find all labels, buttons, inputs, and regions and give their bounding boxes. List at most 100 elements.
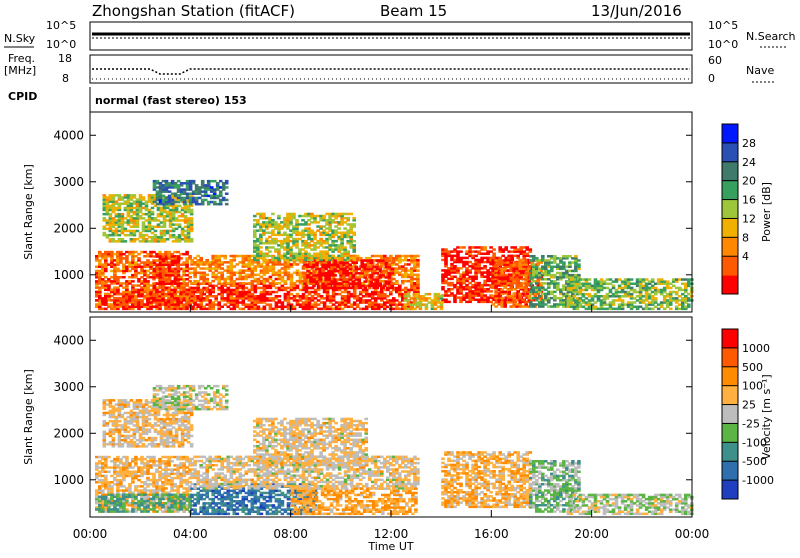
heatmap-cell — [352, 244, 356, 247]
heatmap-cell — [313, 253, 317, 256]
heatmap-cell — [556, 257, 560, 260]
heatmap-cell — [303, 283, 307, 286]
heatmap-cell — [95, 299, 99, 302]
heatmap-cell — [163, 230, 167, 233]
heatmap-cell — [345, 278, 349, 281]
heatmap-cell — [314, 297, 318, 300]
heatmap-cell — [404, 255, 408, 257]
heatmap-cell — [178, 223, 182, 226]
heatmap-cell — [556, 272, 560, 275]
heatmap-cell — [489, 290, 493, 293]
heatmap-cell — [134, 295, 138, 298]
heatmap-cell — [165, 278, 169, 281]
heatmap-cell — [283, 246, 287, 249]
heatmap-cell — [447, 301, 451, 304]
heatmap-cell — [133, 211, 137, 214]
heatmap-cell — [494, 270, 498, 273]
heatmap-cell — [284, 306, 288, 309]
cpid-label: CPID — [8, 90, 37, 103]
heatmap-cell — [177, 268, 181, 271]
heatmap-cell — [524, 272, 528, 275]
heatmap-cell — [188, 276, 192, 279]
heatmap-cell — [391, 262, 395, 265]
heatmap-cell — [375, 272, 379, 275]
heatmap-cell — [375, 276, 379, 279]
heatmap-cell — [190, 238, 194, 241]
heatmap-cell — [492, 253, 496, 256]
heatmap-cell — [165, 257, 169, 260]
heatmap-cell — [190, 209, 194, 212]
heatmap-cell — [391, 268, 395, 271]
heatmap-cell — [391, 283, 395, 286]
heatmap-cell — [345, 270, 349, 273]
heatmap-cell — [296, 285, 300, 288]
heatmap-cell — [292, 213, 296, 216]
heatmap-cell — [133, 230, 137, 233]
header-date: 13/Jun/2016 — [591, 2, 682, 20]
heatmap-cell — [254, 265, 258, 268]
heatmap-cell — [121, 213, 125, 216]
heatmap-cell — [163, 215, 167, 218]
heatmap-cell — [556, 297, 560, 300]
heatmap-cell — [462, 246, 466, 249]
heatmap-cell — [269, 303, 273, 306]
heatmap-cell — [465, 301, 469, 304]
nave-right-label: Nave — [746, 64, 774, 77]
heatmap-cell — [223, 303, 227, 306]
freq-left-tick-bottom: 8 — [62, 72, 69, 85]
heatmap-cell — [382, 287, 386, 290]
heatmap-cell — [134, 255, 138, 258]
cpid-row: CPID normal (fast stereo) 153 — [8, 87, 247, 112]
heatmap-cell — [363, 287, 367, 290]
heatmap-cell — [165, 264, 169, 267]
heatmap-cell — [134, 303, 138, 306]
heatmap-cell — [201, 180, 205, 183]
freq-panel: Freq. [MHz] 18 8 60 0 Nave — [4, 52, 776, 85]
heatmap-cell — [162, 268, 166, 271]
heatmap-cell — [615, 299, 619, 302]
freq-left-tick-top: 18 — [58, 52, 72, 65]
heatmap-cell — [645, 283, 649, 286]
heatmap-cell — [205, 278, 209, 281]
heatmap-cell — [349, 213, 353, 216]
heatmap-cell — [585, 293, 589, 296]
heatmap-cell — [612, 285, 616, 288]
heatmap-cell — [193, 295, 197, 298]
heatmap-cell — [254, 278, 258, 281]
heatmap-cell — [354, 262, 358, 265]
heatmap-cell — [343, 259, 347, 262]
heatmap-cell — [254, 261, 258, 264]
heatmap-cell — [104, 276, 108, 279]
heatmap-cell — [525, 246, 529, 249]
heatmap-cell — [577, 259, 581, 262]
heatmap-cell — [193, 287, 197, 290]
heatmap-cell — [107, 295, 111, 298]
heatmap-cell — [492, 248, 496, 251]
heatmap-cell — [416, 269, 420, 272]
heatmap-cell — [104, 308, 108, 311]
heatmap-cell — [253, 215, 257, 218]
heatmap-cell — [577, 274, 581, 277]
heatmap-cell — [223, 278, 227, 281]
heatmap-cell — [98, 303, 102, 306]
heatmap-cell — [465, 250, 469, 253]
heatmap-cell — [268, 250, 272, 253]
heatmap-cell — [146, 280, 150, 283]
heatmap-cell — [585, 297, 589, 300]
heatmap-cell — [343, 221, 347, 224]
heatmap-cell — [253, 229, 257, 232]
heatmap-cell — [223, 289, 227, 292]
heatmap-cell — [283, 238, 287, 241]
heatmap-cell — [395, 280, 399, 283]
heatmap-cell — [190, 217, 194, 220]
heatmap-cell — [133, 194, 137, 197]
heatmap-cell — [284, 293, 288, 296]
heatmap-cell — [509, 286, 513, 289]
heatmap-cell — [254, 285, 258, 288]
heatmap-cell — [535, 282, 539, 285]
noise-panel: N.Sky 10^5 10^0 10^5 10^0 N.Search — [4, 19, 796, 51]
heatmap-cell — [494, 301, 498, 304]
heatmap-cell — [134, 261, 138, 264]
